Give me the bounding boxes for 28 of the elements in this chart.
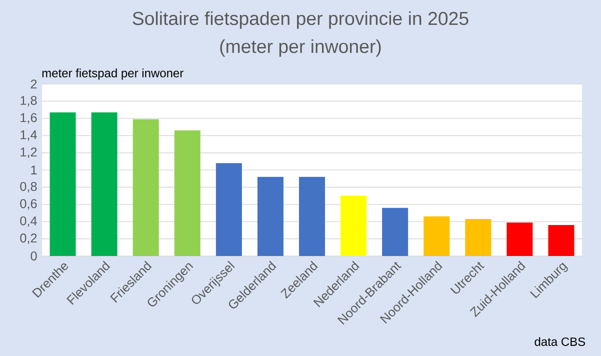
y-tick-label: 1,8 bbox=[20, 96, 37, 106]
bar bbox=[216, 163, 242, 256]
bar bbox=[174, 130, 200, 256]
text: data CBS bbox=[534, 337, 586, 346]
y-tick-label: 1,2 bbox=[20, 148, 37, 158]
y-tick-label: 1 bbox=[31, 166, 37, 174]
bar bbox=[340, 196, 367, 256]
y-tick-label: 0 bbox=[30, 252, 37, 260]
bar bbox=[257, 176, 284, 256]
bar bbox=[506, 222, 533, 256]
y-tick-label: 0,6 bbox=[20, 199, 37, 210]
y-tick-label: 1,4 bbox=[20, 130, 37, 141]
chart-subtitle: (meter per inwoner) bbox=[220, 39, 381, 57]
bar bbox=[548, 225, 574, 256]
bar bbox=[424, 216, 450, 256]
y-axis-title: meter fietspad per inwoner bbox=[42, 68, 184, 80]
y-tick-label: 2 bbox=[30, 80, 37, 88]
chart-title: Solitaire fietspaden per provincie in 2025 bbox=[132, 11, 468, 29]
y-tick-label: 1,6 bbox=[20, 113, 37, 124]
bar bbox=[299, 176, 325, 256]
y-tick-label: 0,2 bbox=[20, 234, 37, 244]
bar bbox=[132, 119, 159, 256]
y-tick-label: 0,8 bbox=[20, 182, 37, 192]
y-tick-label: 0,4 bbox=[20, 216, 37, 227]
bar bbox=[50, 112, 76, 256]
bar bbox=[91, 112, 118, 256]
bar bbox=[382, 208, 408, 256]
bar bbox=[465, 219, 492, 256]
